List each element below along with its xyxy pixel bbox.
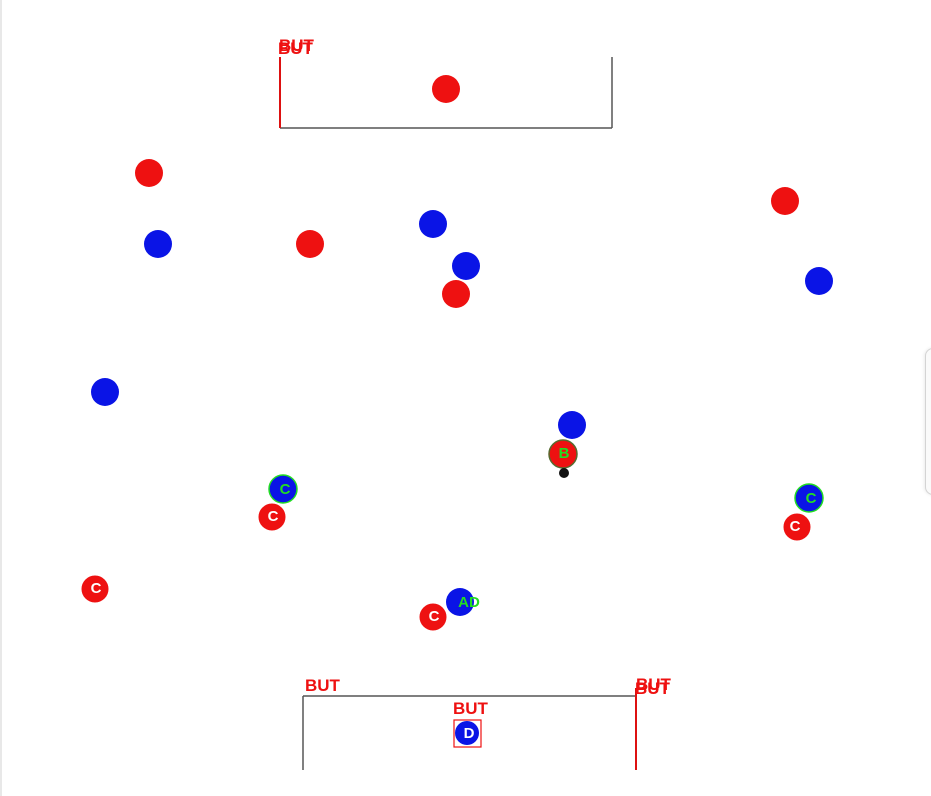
blue-player-1 [144,230,172,258]
red-player-4 [442,280,470,308]
blue-player-ad-disc [446,588,474,616]
red-player-c-right-label: C [790,518,801,535]
red-player-c-center-label: C [429,608,440,625]
red-player-c-center-disc [418,602,448,632]
ball [559,468,569,478]
blue-player-c-left: C [268,474,298,504]
red-player-b: B [548,439,578,469]
blue-player-c-right-label: C [806,490,817,507]
blue-goalkeeper-d: D [453,719,482,748]
red-player-c-left: C [257,502,287,532]
red-player-b-label: B [559,445,570,462]
red-player-c-right: C [782,512,812,542]
red-player-c-left-label: C [268,508,279,525]
red-player-c-far-left-label: C [91,580,102,597]
top-goal-label-ghost: BUT [279,36,315,55]
blue-player-c-right: C [794,483,824,513]
red-player-b-disc [548,439,578,469]
blue-goalkeeper-d-disc [455,721,479,745]
blue-player-c-right-disc [794,483,824,513]
red-player-c-far-left-disc [80,574,110,604]
red-player-c-center: C [418,602,448,632]
red-goalkeeper-top [432,75,460,103]
blue-goalkeeper-d-label: D [464,725,475,742]
blue-player-5 [91,378,119,406]
red-player-1 [135,159,163,187]
side-panel-handle[interactable] [925,348,931,495]
blue-goalkeeper-d-box [453,719,482,748]
red-player-2 [296,230,324,258]
bottom-goal-label-right: BUT [635,679,671,698]
red-player-3 [771,187,799,215]
red-player-c-left-disc [257,502,287,532]
blue-player-ad-label: AD [458,594,480,611]
blue-player-2 [419,210,447,238]
red-player-c-right-disc [782,512,812,542]
top-goal: BUT BUT [278,36,613,129]
blue-player-3 [452,252,480,280]
blue-player-6 [558,411,586,439]
red-player-c-far-left: C [80,574,110,604]
canvas-edge [0,0,2,796]
blue-player-c-left-disc [268,474,298,504]
bottom-goal: BUT BUT BUT BUT [302,675,672,770]
bottom-goal-label-center: BUT [453,699,489,718]
blue-player-c-left-label: C [280,481,291,498]
bottom-goal-label-left: BUT [305,676,341,695]
blue-player-ad: AD [446,588,480,616]
blue-player-4 [805,267,833,295]
bottom-goal-label-right-ghost: BUT [636,675,672,694]
top-goal-label: BUT [278,39,314,58]
